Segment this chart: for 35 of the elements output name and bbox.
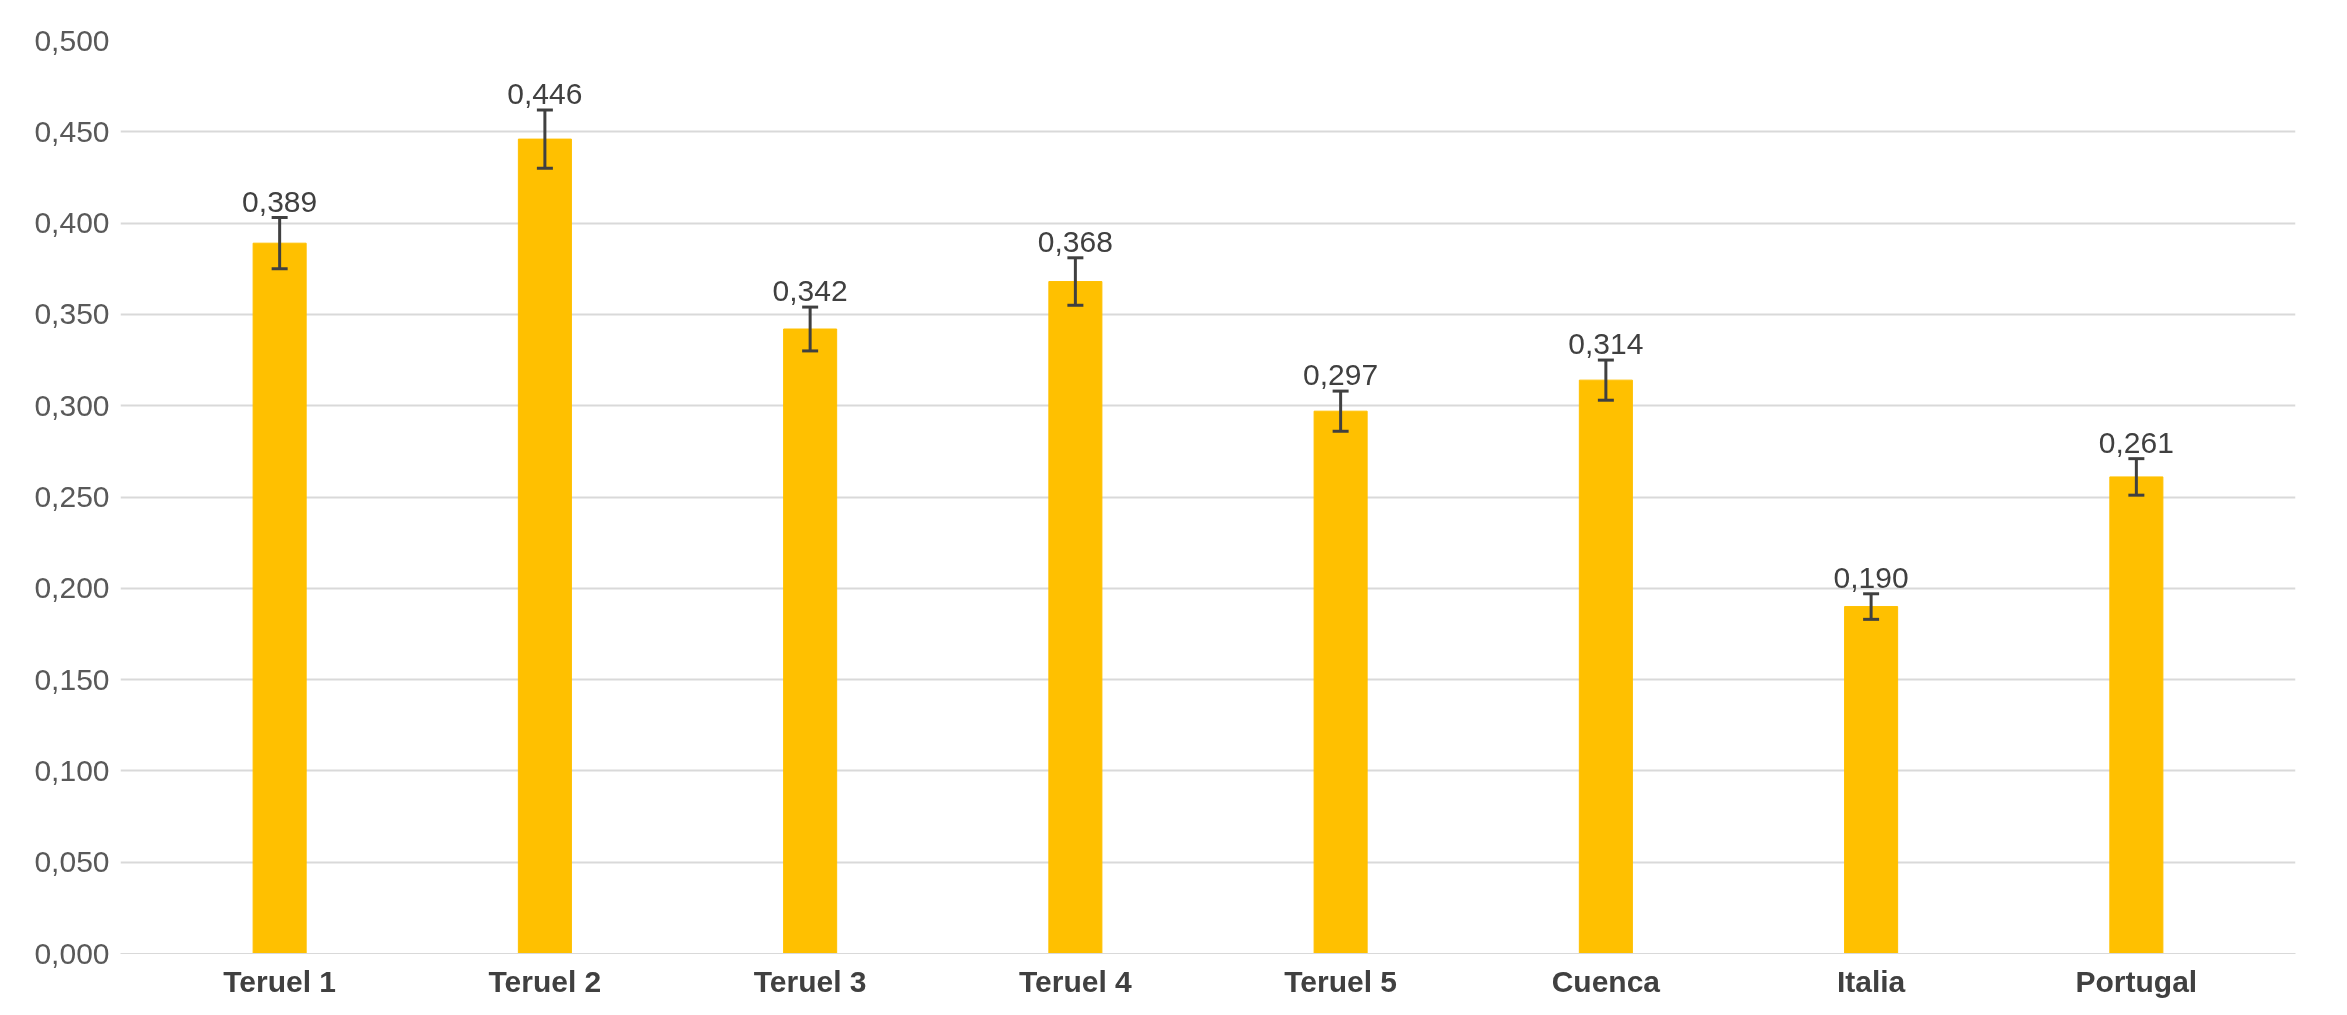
y-tick-label: 0,350: [34, 297, 110, 331]
x-tick-label: Portugal: [2075, 964, 2198, 998]
y-tick-label: 0,300: [34, 388, 110, 422]
bar: [1578, 379, 1633, 954]
y-tick-label: 0,150: [34, 662, 110, 696]
y-tick-label: 0,100: [34, 753, 110, 787]
y-tick-label: 0,500: [34, 23, 110, 57]
x-tick-label: Teruel 1: [223, 964, 337, 998]
data-label: 0,368: [1037, 224, 1113, 258]
y-tick-label: 0,200: [34, 571, 110, 605]
data-label: 0,342: [772, 274, 848, 308]
bar: [1313, 410, 1368, 954]
x-tick-label: Teruel 3: [753, 964, 867, 998]
x-tick-label: Teruel 4: [1018, 964, 1133, 998]
data-label: 0,190: [1833, 560, 1909, 594]
y-tick-label: 0,050: [34, 845, 110, 879]
bar: [2109, 476, 2164, 954]
bar: [252, 242, 307, 954]
bar: [1844, 606, 1899, 954]
y-tick-label: 0,450: [34, 114, 110, 148]
x-tick-label: Teruel 5: [1284, 964, 1398, 998]
data-label: 0,314: [1568, 327, 1644, 361]
x-tick-label: Teruel 2: [488, 964, 602, 998]
y-tick-label: 0,250: [34, 480, 110, 513]
data-label: 0,389: [242, 184, 318, 218]
bar: [1048, 281, 1103, 954]
x-tick-label: Cuenca: [1551, 964, 1661, 998]
data-label: 0,261: [2098, 425, 2174, 459]
data-label: 0,297: [1303, 358, 1379, 392]
bar: [783, 328, 838, 954]
bar: [517, 138, 572, 954]
y-tick-label: 0,000: [34, 936, 110, 970]
y-tick-label: 0,400: [34, 206, 110, 240]
data-label: 0,446: [507, 76, 583, 110]
x-tick-label: Italia: [1836, 964, 1906, 998]
